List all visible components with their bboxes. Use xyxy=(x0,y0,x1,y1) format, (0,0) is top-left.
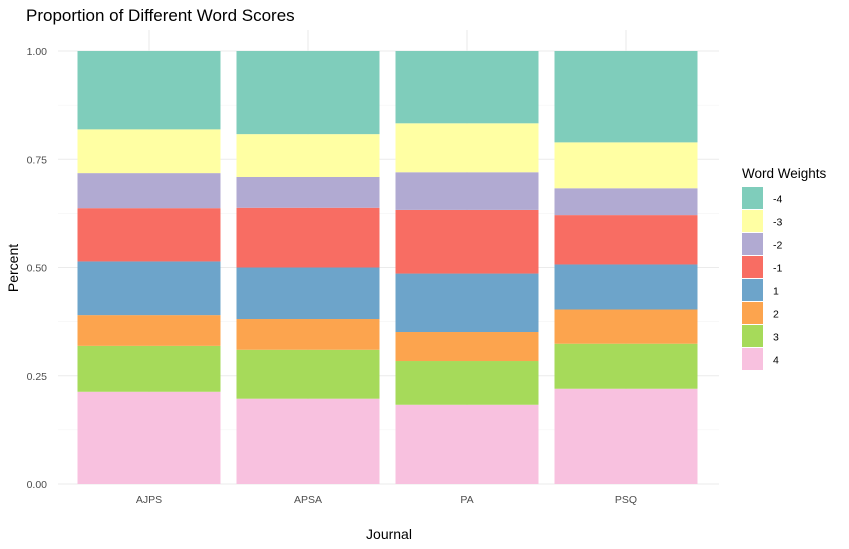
bar-stack-psq xyxy=(554,51,698,484)
legend-key xyxy=(742,279,763,301)
chart-title: Proportion of Different Word Scores xyxy=(26,6,295,25)
x-axis-title: Journal xyxy=(366,526,412,542)
y-tick-label: 0.50 xyxy=(27,263,48,275)
bars xyxy=(77,51,698,484)
bar-segment-pa-4 xyxy=(395,404,539,484)
legend-label: -4 xyxy=(773,194,782,206)
bar-segment-apsa--2 xyxy=(236,177,380,208)
bar-segment-ajps-4 xyxy=(77,391,221,484)
legend-label: -2 xyxy=(773,240,782,252)
bar-segment-apsa-4 xyxy=(236,398,380,484)
bar-segment-psq--4 xyxy=(554,51,698,143)
bar-segment-apsa--4 xyxy=(236,51,380,135)
x-tick-label: PSQ xyxy=(615,494,637,506)
legend-key xyxy=(742,348,763,370)
legend-label: 4 xyxy=(773,355,779,367)
legend-key xyxy=(742,302,763,324)
bar-segment-apsa-3 xyxy=(236,349,380,399)
y-tick-labels: 0.00 0.25 0.50 0.75 1.00 xyxy=(27,46,48,491)
bar-segment-psq-3 xyxy=(554,343,698,389)
y-axis-title: Percent xyxy=(5,244,21,292)
bar-segment-ajps-1 xyxy=(77,261,221,316)
bar-segment-psq--1 xyxy=(554,215,698,265)
bar-segment-ajps--3 xyxy=(77,129,221,174)
bar-segment-psq-1 xyxy=(554,264,698,310)
bar-segment-pa--1 xyxy=(395,209,539,274)
legend: Word Weights -4 -3 -2 -1 1 2 3 4 xyxy=(742,166,827,370)
bar-segment-ajps--1 xyxy=(77,208,221,262)
bar-segment-pa-2 xyxy=(395,332,539,362)
bar-stack-ajps xyxy=(77,51,221,484)
bar-stack-pa xyxy=(395,51,539,484)
bar-segment-psq-4 xyxy=(554,388,698,484)
bar-segment-ajps--2 xyxy=(77,173,221,209)
bar-segment-pa-1 xyxy=(395,273,539,333)
bar-stack-apsa xyxy=(236,51,380,484)
bar-segment-apsa--3 xyxy=(236,134,380,178)
legend-label: -3 xyxy=(773,217,782,229)
legend-key xyxy=(742,256,763,278)
bar-segment-ajps--4 xyxy=(77,51,221,130)
bar-segment-pa--3 xyxy=(395,123,539,173)
y-tick-label: 0.75 xyxy=(27,154,48,166)
bar-segment-psq--2 xyxy=(554,188,698,216)
legend-key xyxy=(742,233,763,255)
y-tick-label: 1.00 xyxy=(27,46,48,58)
legend-label: 1 xyxy=(773,286,779,298)
y-tick-label: 0.25 xyxy=(27,371,48,383)
legend-title: Word Weights xyxy=(742,166,827,181)
bar-segment-apsa-1 xyxy=(236,267,380,320)
legend-label: 3 xyxy=(773,332,779,344)
x-tick-labels: AJPS APSA PA PSQ xyxy=(136,494,637,506)
legend-key xyxy=(742,325,763,347)
legend-label: 2 xyxy=(773,309,779,321)
bar-segment-pa--4 xyxy=(395,51,539,124)
x-tick-label: PA xyxy=(460,494,473,506)
legend-key xyxy=(742,210,763,232)
x-tick-label: APSA xyxy=(294,494,322,506)
bar-segment-pa--2 xyxy=(395,172,539,210)
y-tick-label: 0.00 xyxy=(27,479,48,491)
bar-segment-psq--3 xyxy=(554,142,698,189)
bar-segment-ajps-2 xyxy=(77,315,221,346)
bar-segment-psq-2 xyxy=(554,309,698,344)
legend-key xyxy=(742,187,763,209)
x-tick-label: AJPS xyxy=(136,494,162,506)
bar-segment-apsa-2 xyxy=(236,319,380,350)
bar-segment-apsa--1 xyxy=(236,207,380,268)
legend-label: -1 xyxy=(773,263,782,275)
bar-segment-ajps-3 xyxy=(77,345,221,392)
bar-segment-pa-3 xyxy=(395,361,539,405)
